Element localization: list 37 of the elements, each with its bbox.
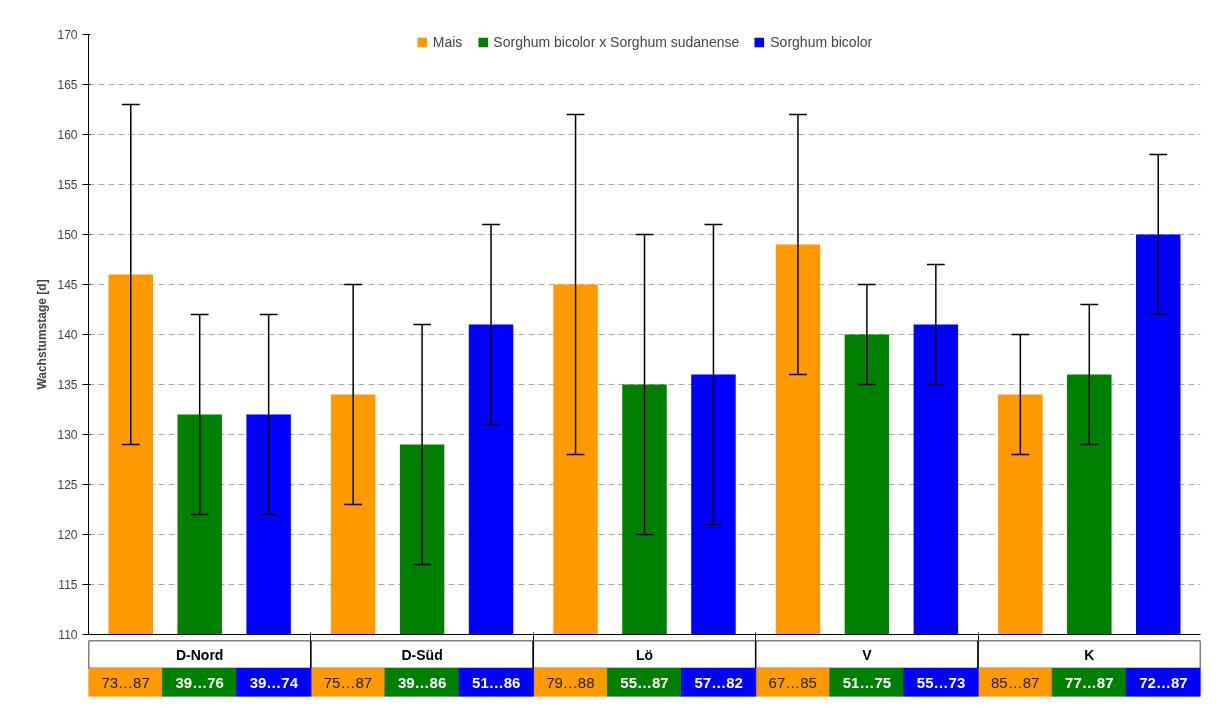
text: 51…86 bbox=[472, 674, 521, 691]
y-axis-title: Wachstumstage [d] bbox=[35, 279, 50, 390]
text: 51…75 bbox=[842, 674, 892, 691]
y-tick-label: 130 bbox=[57, 428, 78, 442]
text: 39…76 bbox=[175, 674, 224, 691]
text: 79…88 bbox=[546, 674, 595, 691]
text: 57…82 bbox=[694, 674, 743, 691]
text: 75…87 bbox=[323, 674, 373, 691]
text: 39…86 bbox=[397, 674, 447, 691]
legend-label: Sorghum bicolor bbox=[770, 34, 873, 50]
legend-label: Sorghum bicolor x Sorghum sudanense bbox=[493, 34, 740, 50]
y-tick-label: 115 bbox=[58, 578, 78, 592]
text: 85…87 bbox=[990, 674, 1040, 691]
x-tick-label: D-Nord bbox=[175, 646, 224, 663]
y-tick-label: 150 bbox=[57, 228, 78, 242]
y-tick-label: 170 bbox=[57, 28, 78, 42]
y-tick-label: 120 bbox=[57, 528, 78, 542]
text: 67…85 bbox=[768, 674, 817, 691]
y-tick-label: 140 bbox=[57, 328, 78, 342]
y-tick-label: 125 bbox=[57, 478, 78, 492]
text: 73…87 bbox=[101, 674, 150, 691]
x-tick-label: Lö bbox=[635, 646, 654, 663]
y-tick-label: 165 bbox=[57, 78, 78, 92]
y-tick-label: 135 bbox=[57, 378, 78, 392]
text: 72…87 bbox=[1139, 674, 1188, 691]
y-tick-label: 155 bbox=[57, 178, 78, 192]
x-tick-label: K bbox=[1084, 646, 1095, 663]
text: 39…74 bbox=[249, 674, 299, 691]
legend-label: Mais bbox=[432, 34, 463, 50]
text: 77…87 bbox=[1065, 674, 1114, 691]
x-tick-label: D-Süd bbox=[401, 646, 443, 663]
y-tick-label: 145 bbox=[57, 278, 78, 292]
text: 55…73 bbox=[916, 674, 966, 691]
x-tick-label: V bbox=[862, 646, 873, 663]
y-tick-label: 160 bbox=[57, 128, 78, 142]
text: 55…87 bbox=[620, 674, 669, 691]
y-tick-label: 110 bbox=[58, 628, 78, 642]
